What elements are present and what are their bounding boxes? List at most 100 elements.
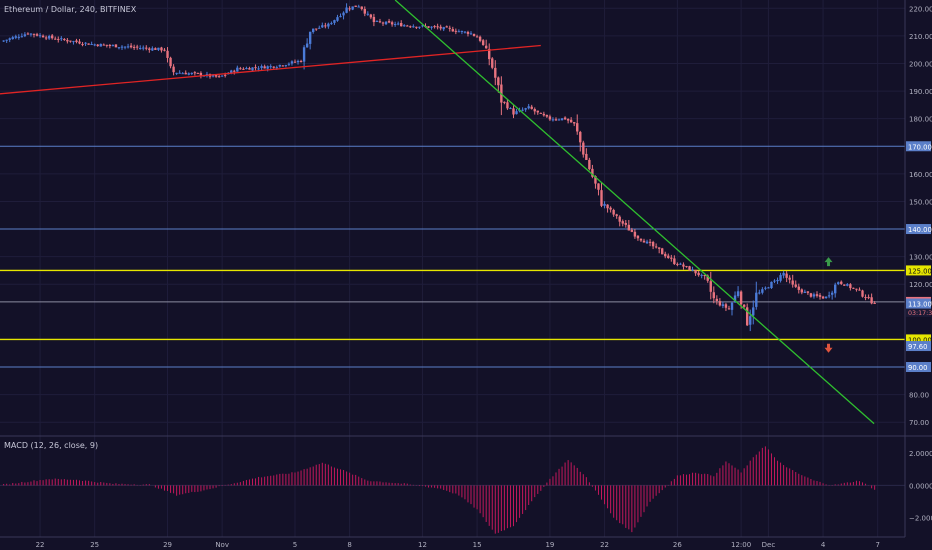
price-tag: 97.60 xyxy=(906,341,931,352)
candle xyxy=(621,219,624,227)
candle xyxy=(554,117,558,122)
trendline-support[interactable] xyxy=(0,44,541,95)
candle xyxy=(651,240,655,250)
candle xyxy=(563,116,567,120)
candle xyxy=(357,4,360,8)
candle xyxy=(463,31,467,34)
candle xyxy=(800,288,804,295)
candle xyxy=(867,294,870,300)
candle xyxy=(821,295,825,299)
candle xyxy=(381,21,385,26)
price-tick-label: 210.00 xyxy=(909,33,932,41)
candle xyxy=(494,60,497,86)
time-tick-label: 15 xyxy=(473,541,482,549)
candle xyxy=(47,34,51,40)
price-axis[interactable]: 220.00 210.00 200.00 190.00 180.00 160.00 150.… xyxy=(909,5,932,427)
candle xyxy=(26,32,30,35)
candle xyxy=(503,101,506,105)
candle xyxy=(366,11,370,16)
candle xyxy=(272,66,275,69)
macd-tick-label: 2.0000 xyxy=(909,450,932,458)
candle xyxy=(855,288,858,292)
candle xyxy=(457,29,461,33)
candle xyxy=(536,110,539,115)
candle xyxy=(873,301,876,304)
candle xyxy=(509,107,512,110)
candle xyxy=(35,32,39,37)
horizontal-levels xyxy=(0,145,905,368)
candle xyxy=(105,44,109,48)
candle xyxy=(87,43,90,45)
candle xyxy=(515,108,518,115)
time-axis[interactable]: 22 25 29 Nov 5 8 12 15 19 22 26 12:00 Dec 4 7 xyxy=(36,541,880,549)
candle xyxy=(369,13,373,20)
candle xyxy=(569,117,573,123)
arrow-down-icon xyxy=(824,343,833,353)
trendlines[interactable] xyxy=(0,0,875,425)
candle xyxy=(670,254,673,262)
candle xyxy=(372,13,376,27)
candle xyxy=(321,22,324,28)
candle xyxy=(697,270,700,277)
candle xyxy=(700,273,703,279)
candle xyxy=(591,164,594,179)
candle xyxy=(742,304,746,308)
candle xyxy=(830,290,834,300)
candle xyxy=(2,40,5,42)
svg-text:125.00: 125.00 xyxy=(908,267,932,275)
candle xyxy=(761,287,764,295)
candle xyxy=(864,294,867,301)
candle xyxy=(251,67,254,72)
candle xyxy=(448,25,451,32)
candle xyxy=(284,64,288,68)
candle xyxy=(691,266,694,272)
price-tag: 170.00 xyxy=(906,141,932,152)
candle xyxy=(324,22,327,29)
candle xyxy=(126,43,130,49)
candle xyxy=(50,33,54,40)
candle xyxy=(788,275,791,284)
candle xyxy=(572,121,576,127)
candle xyxy=(345,3,348,14)
candle xyxy=(242,67,245,70)
candle xyxy=(96,43,99,47)
candle xyxy=(269,64,272,69)
candle xyxy=(861,289,864,298)
time-tick-label: 4 xyxy=(821,541,826,549)
candle xyxy=(491,57,494,70)
candle xyxy=(648,238,652,247)
svg-text:170.00: 170.00 xyxy=(908,143,932,151)
candle xyxy=(460,30,464,35)
candle xyxy=(145,45,148,51)
candle xyxy=(806,291,810,295)
candle xyxy=(451,26,455,32)
candle xyxy=(803,289,807,294)
time-tick-label: 19 xyxy=(545,541,554,549)
candle xyxy=(688,265,691,271)
candle xyxy=(533,107,536,115)
candle xyxy=(160,46,163,53)
candle xyxy=(430,26,433,30)
candle xyxy=(302,45,306,70)
candle xyxy=(645,239,649,244)
svg-text:97.60: 97.60 xyxy=(908,343,927,351)
candle xyxy=(661,247,664,255)
countdown-tag: 03:17:30 xyxy=(906,306,932,317)
time-tick-label: Nov xyxy=(215,541,229,549)
candle xyxy=(305,38,309,48)
price-tick-label: 130.00 xyxy=(909,254,932,262)
candle xyxy=(521,107,524,112)
candle xyxy=(14,34,17,40)
candle xyxy=(654,243,658,249)
candle xyxy=(23,32,27,38)
candle xyxy=(727,305,731,310)
candle xyxy=(281,65,285,67)
candle xyxy=(785,271,788,283)
candle xyxy=(63,38,66,41)
candle xyxy=(527,103,530,110)
candle xyxy=(311,28,315,34)
time-tick-label: 7 xyxy=(875,541,879,549)
trendline-resistance[interactable] xyxy=(394,0,875,425)
price-tick-label: 80.00 xyxy=(909,392,929,400)
